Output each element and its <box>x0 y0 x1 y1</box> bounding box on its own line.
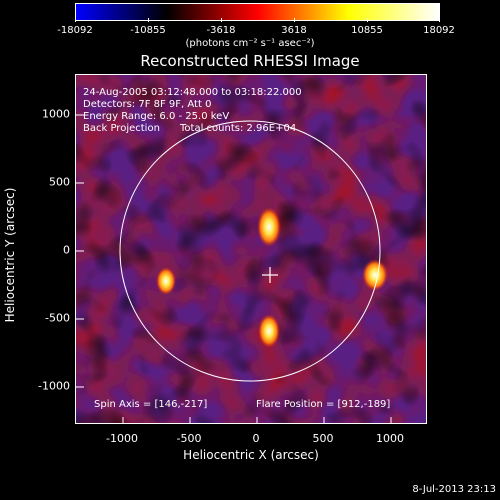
rhessi-image <box>76 75 426 423</box>
detectors-label: Detectors: 7F 8F 9F, Att 0 <box>83 99 212 110</box>
axis-ticks <box>76 114 392 423</box>
spin-axis-label: Spin Axis = [146,-217] <box>94 399 208 410</box>
colorbar-tick-label: 18092 <box>423 25 455 36</box>
x-tick-label: 500 <box>312 432 334 445</box>
colorbar-tick-label: -10855 <box>130 25 166 36</box>
x-tick-label: 1000 <box>376 432 404 445</box>
source-north <box>257 207 281 247</box>
colorbar-tick-label: -18092 <box>57 25 93 36</box>
y-tick-label: 0 <box>63 243 70 257</box>
source-south <box>258 314 280 348</box>
rhessi-image-panel: 24-Aug-2005 03:12:48.000 to 03:18:22.000… <box>75 74 427 424</box>
total-counts: Total counts: 2.96E+04 <box>180 123 297 134</box>
x-axis-label: Heliocentric X (arcsec) <box>183 448 319 462</box>
time-range: 24-Aug-2005 03:12:48.000 to 03:18:22.000 <box>83 87 302 98</box>
flare-position-label: Flare Position = [912,-189] <box>256 399 391 410</box>
source-west <box>156 267 176 295</box>
colorbar-tick-label: 10855 <box>351 25 383 36</box>
y-axis-label: Heliocentric Y (arcsec) <box>3 187 17 323</box>
source-flare <box>362 259 388 291</box>
y-tick-label: -500 <box>45 311 70 325</box>
method-label: Back Projection <box>83 123 160 134</box>
colorbar-ticks: -18092 -10855 -3618 3618 10855 18092 <box>57 0 455 40</box>
colorbar-tick-label: 3618 <box>281 25 307 36</box>
y-tick-label: -1000 <box>38 379 70 393</box>
colorbar-tick-label: -3618 <box>206 25 236 36</box>
colorbar-units: (photons cm⁻² s⁻¹ asec⁻²) <box>185 38 315 49</box>
y-tick-label: 1000 <box>42 107 70 121</box>
energy-range: Energy Range: 6.0 - 25.0 keV <box>83 111 230 122</box>
image-title: Reconstructed RHESSI Image <box>140 52 360 70</box>
colorbar <box>75 3 440 21</box>
x-tick-label: -1000 <box>106 432 138 445</box>
x-tick-label: 0 <box>252 432 260 445</box>
x-tick-label: -500 <box>176 432 202 445</box>
solar-limb-circle <box>119 120 381 382</box>
render-timestamp: 8-Jul-2013 23:13 <box>412 484 496 495</box>
image-dark-structure <box>76 75 426 423</box>
y-tick-label: 500 <box>49 175 70 189</box>
